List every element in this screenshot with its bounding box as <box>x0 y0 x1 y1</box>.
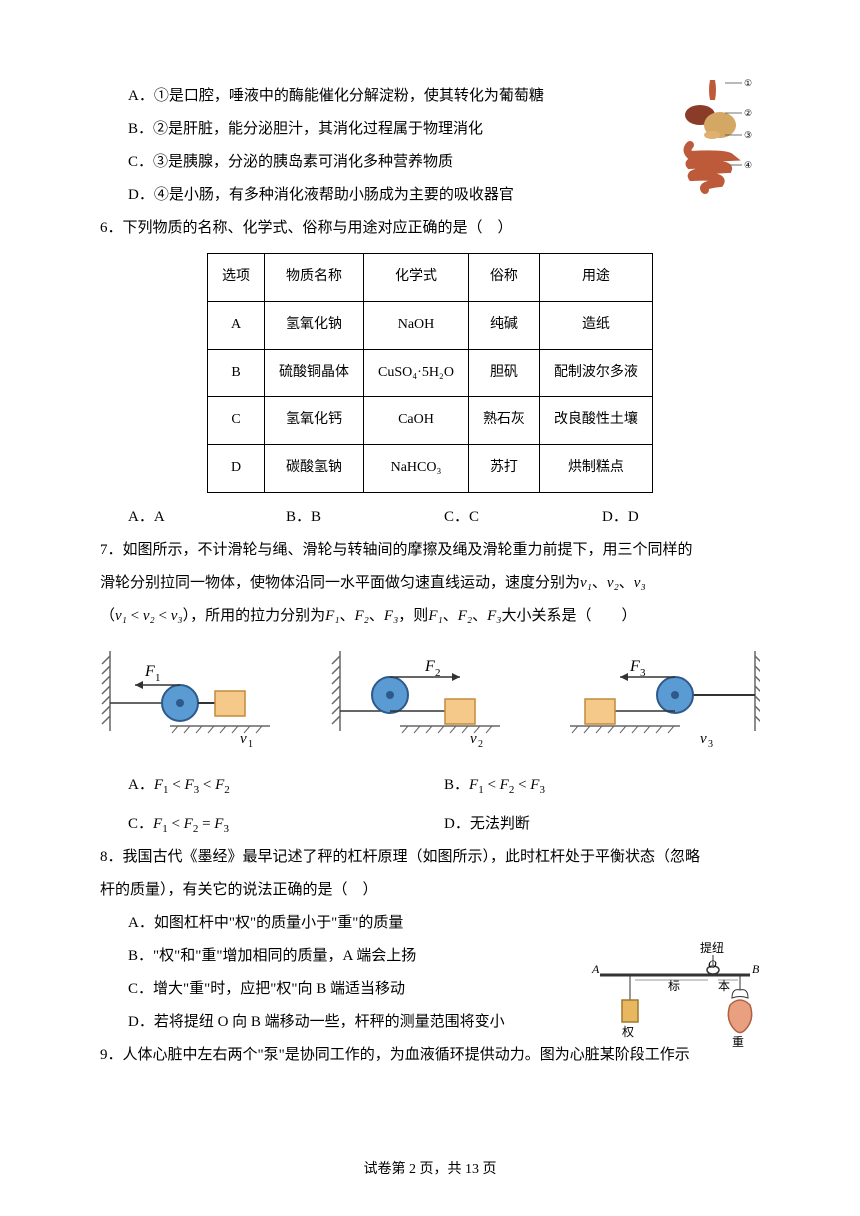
q7-row1: A．F1 < F3 < F2 B．F1 < F2 < F3 <box>100 769 760 802</box>
q7-row2: C．F1 < F2 = F3 D．无法判断 <box>100 808 760 841</box>
q5-b-text: ②是肝脏，能分泌胆汁，其消化过程属于物理消化 <box>153 121 483 137</box>
th-0: 选项 <box>208 254 265 302</box>
q6-ans-b: B．B <box>286 501 444 534</box>
svg-text:F: F <box>424 658 435 675</box>
q5-option-a: A．①是口腔，唾液中的酶能催化分解淀粉，使其转化为葡萄糖 <box>100 80 760 113</box>
r0c4: 造纸 <box>539 301 652 349</box>
q8-line2: 杆的质量），有关它的说法正确的是（ ） <box>100 874 760 907</box>
lever-diagram-icon: 提纽 A O B 权 标 本 重 <box>590 940 760 1050</box>
r3c2: NaHCO₃ <box>364 445 469 493</box>
r1c1: 硫酸铜晶体 <box>265 349 364 397</box>
q8-line1: 8．我国古代《墨经》最早记述了秤的杠杆原理（如图所示），此时杠杆处于平衡状态（忽… <box>100 841 760 874</box>
svg-text:1: 1 <box>248 739 253 750</box>
th-4: 用途 <box>539 254 652 302</box>
q5-d-text: ④是小肠，有多种消化液帮助小肠成为主要的吸收器官 <box>154 187 514 203</box>
q5-c-text: ③是胰腺，分泌的胰岛素可消化多种营养物质 <box>153 154 453 170</box>
r0c1: 氢氧化钠 <box>265 301 364 349</box>
lever-ben: 本 <box>718 979 730 993</box>
q9-line1: 9．人体心脏中左右两个"泵"是协同工作的，为血液循环提供动力。图为心脏某阶段工作… <box>100 1039 760 1072</box>
svg-text:3: 3 <box>640 667 646 679</box>
lever-tiniu: 提纽 <box>700 940 724 955</box>
lever-A: A <box>591 962 600 976</box>
r3c0: D <box>208 445 265 493</box>
page-footer: 试卷第 2 页，共 13 页 <box>0 1155 860 1186</box>
r2c1: 氢氧化钙 <box>265 397 364 445</box>
q6-ans-a: A．A <box>128 501 286 534</box>
pulley-3-icon: F3 v3 <box>560 651 760 751</box>
r2c0: C <box>208 397 265 445</box>
q5-a-text: ①是口腔，唾液中的酶能催化分解淀粉，使其转化为葡萄糖 <box>154 88 544 104</box>
th-2: 化学式 <box>364 254 469 302</box>
r2c4: 改良酸性土壤 <box>539 397 652 445</box>
q6-answers: A．A B．B C．C D．D <box>100 501 760 534</box>
q7-opt-d: D．无法判断 <box>444 808 760 841</box>
q7-opt-b: B．F1 < F2 < F3 <box>444 769 760 802</box>
svg-text:v: v <box>700 731 707 747</box>
r3c4: 烘制糕点 <box>539 445 652 493</box>
r2c2: CaOH <box>364 397 469 445</box>
svg-text:F: F <box>144 663 155 680</box>
q7-opt-c: C．F1 < F2 = F3 <box>128 808 444 841</box>
pulley-diagrams: F1 v1 F2 v2 F3 v3 <box>100 641 760 761</box>
svg-text:3: 3 <box>708 739 713 750</box>
lever-quan: 权 <box>622 1025 634 1039</box>
r2c3: 熟石灰 <box>468 397 539 445</box>
r1c4: 配制波尔多液 <box>539 349 652 397</box>
q7-line1: 7．如图所示，不计滑轮与绳、滑轮与转轴间的摩擦及绳及滑轮重力前提下，用三个同样的 <box>100 534 760 567</box>
svg-text:1: 1 <box>155 672 161 684</box>
r1c2: CuSO₄·5H₂O <box>364 349 469 397</box>
lever-O: O <box>708 957 717 971</box>
r3c1: 碳酸氢钠 <box>265 445 364 493</box>
r1c0: B <box>208 349 265 397</box>
svg-text:2: 2 <box>435 667 441 679</box>
lever-biao: 标 <box>668 979 680 993</box>
q6-stem: 6．下列物质的名称、化学式、俗称与用途对应正确的是（ ） <box>100 212 760 245</box>
q7-line3: （v₁ < v₂ < v₃），所用的拉力分别为F₁、F₂、F₃，则F₁、F₂、F… <box>100 600 760 633</box>
svg-text:v: v <box>240 731 247 747</box>
svg-text:F: F <box>629 658 640 675</box>
svg-text:v: v <box>470 731 477 747</box>
q8-option-a: A．如图杠杆中"权"的质量小于"重"的质量 <box>100 907 760 940</box>
th-1: 物质名称 <box>265 254 364 302</box>
r0c0: A <box>208 301 265 349</box>
q5-option-c: C．③是胰腺，分泌的胰岛素可消化多种营养物质 <box>100 146 760 179</box>
pulley-2-icon: F2 v2 <box>330 651 530 751</box>
lever-B: B <box>752 962 760 976</box>
r3c3: 苏打 <box>468 445 539 493</box>
pulley-1-icon: F1 v1 <box>100 651 300 751</box>
q6-ans-d: D．D <box>602 501 760 534</box>
r0c2: NaOH <box>364 301 469 349</box>
q6-table: 选项 物质名称 化学式 俗称 用途 A 氢氧化钠 NaOH 纯碱 造纸 B 硫酸… <box>207 253 653 493</box>
th-3: 俗称 <box>468 254 539 302</box>
svg-text:2: 2 <box>478 739 483 750</box>
r0c3: 纯碱 <box>468 301 539 349</box>
q6-ans-c: C．C <box>444 501 602 534</box>
q7-line2: 滑轮分别拉同一物体，使物体沿同一水平面做匀速直线运动，速度分别为v₁、v₂、v₃ <box>100 567 760 600</box>
r1c3: 胆矾 <box>468 349 539 397</box>
q7-opt-a: A．F1 < F3 < F2 <box>128 769 444 802</box>
q5-option-b: B．②是肝脏，能分泌胆汁，其消化过程属于物理消化 <box>100 113 760 146</box>
q5-option-d: D．④是小肠，有多种消化液帮助小肠成为主要的吸收器官 <box>100 179 760 212</box>
